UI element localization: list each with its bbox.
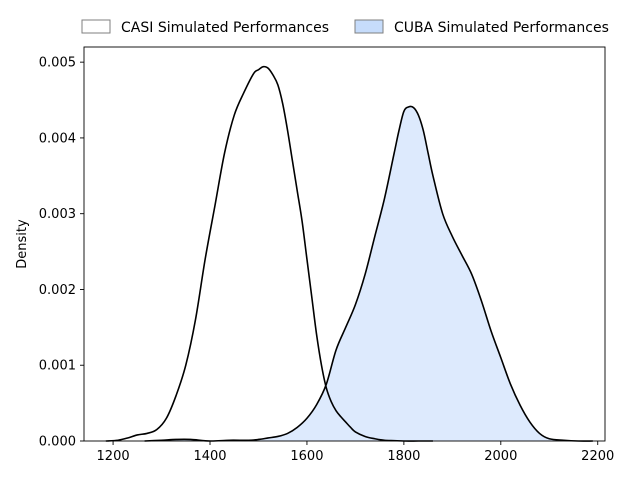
x-tick-label: 1600 <box>290 449 323 464</box>
x-tick-label: 1200 <box>97 449 130 464</box>
x-tick-label: 2200 <box>581 449 614 464</box>
y-tick-label: 0.003 <box>39 207 76 222</box>
legend-label-cuba: CUBA Simulated Performances <box>394 20 609 36</box>
density-line-series-0 <box>105 65 433 442</box>
y-axis-label: Density <box>15 219 30 269</box>
x-tick-label: 1800 <box>387 449 420 464</box>
y-tick-label: 0.005 <box>39 56 76 71</box>
legend-swatch-casi <box>81 19 111 34</box>
x-tick-label: 2000 <box>484 449 517 464</box>
y-tick-label: 0.000 <box>39 435 76 450</box>
x-tick-label: 1400 <box>193 449 226 464</box>
legend: CASI Simulated Performances CUBA Simulat… <box>81 19 609 36</box>
y-tick-label: 0.001 <box>39 359 76 374</box>
y-tick-label: 0.002 <box>39 283 76 298</box>
density-fill-series-1 <box>144 106 593 442</box>
plot-area: 1200 1400 1600 1800 2000 2200 0.000 0.001 0.002 0… <box>39 46 614 464</box>
density-line-series-1 <box>144 105 593 442</box>
plot-frame <box>83 46 606 442</box>
y-tick-label: 0.004 <box>39 131 76 146</box>
legend-swatch-cuba <box>354 19 384 34</box>
legend-label-casi: CASI Simulated Performances <box>121 20 329 36</box>
